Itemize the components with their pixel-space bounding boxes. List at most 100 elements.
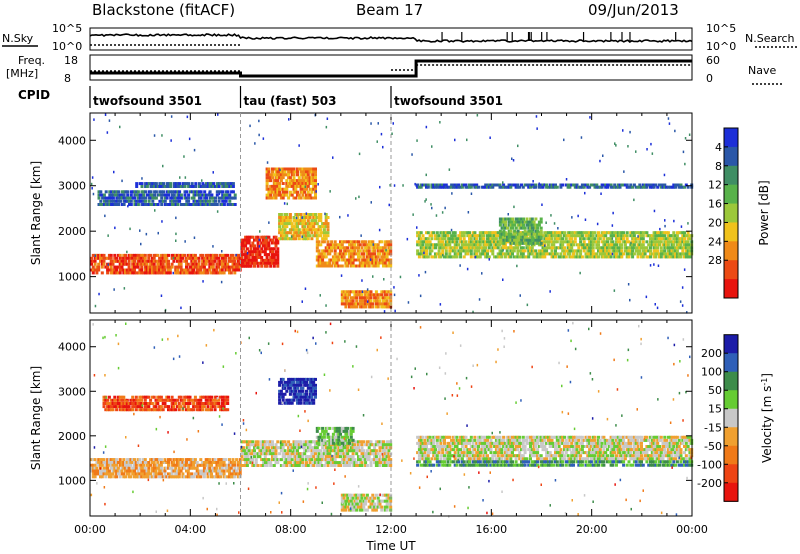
range-gate-cell <box>265 193 269 197</box>
range-gate-cell <box>550 237 554 241</box>
range-gate-cell <box>186 405 190 409</box>
range-gate-cell <box>296 193 299 197</box>
range-gate-cell <box>310 455 314 459</box>
range-gate-cell <box>450 185 454 189</box>
range-gate-cell <box>656 246 660 250</box>
range-gate-cell <box>163 185 167 188</box>
range-gate-cell <box>143 466 147 470</box>
range-gate-cell <box>256 452 260 456</box>
range-gate-cell <box>242 458 246 462</box>
range-gate-cell <box>179 253 183 257</box>
range-gate-cell <box>265 167 269 171</box>
range-gate-cell <box>120 193 124 197</box>
range-gate-cell <box>315 216 319 219</box>
range-gate-cell <box>658 240 661 244</box>
range-gate-cell <box>203 193 207 197</box>
scatter-cell <box>686 311 688 314</box>
range-gate-cell <box>149 182 153 186</box>
range-gate-cell <box>355 461 359 465</box>
range-gate-cell <box>136 193 140 197</box>
range-gate-cell <box>484 243 488 247</box>
range-gate-cell <box>215 463 219 467</box>
range-gate-cell <box>505 185 509 189</box>
range-gate-cell <box>615 246 618 250</box>
range-gate-cell <box>279 443 283 447</box>
range-gate-cell <box>224 182 228 186</box>
scatter-cell <box>249 124 251 128</box>
range-gate-cell <box>321 464 325 467</box>
range-gate-cell <box>131 190 135 194</box>
range-gate-cell <box>210 259 213 263</box>
range-gate-cell <box>179 268 183 272</box>
range-gate-cell <box>276 256 280 259</box>
range-gate-cell <box>344 296 348 300</box>
range-gate-cell <box>545 249 549 253</box>
range-gate-cell <box>120 265 124 269</box>
range-gate-cell <box>342 249 346 253</box>
range-gate-cell <box>115 203 119 206</box>
range-gate-cell <box>220 461 224 464</box>
range-gate-cell <box>269 196 273 200</box>
range-gate-cell <box>570 231 574 235</box>
range-gate-cell <box>201 271 205 275</box>
range-gate-cell <box>188 398 192 402</box>
range-gate-cell <box>513 232 517 236</box>
range-gate-cell <box>229 466 233 470</box>
range-gate-cell <box>670 255 674 259</box>
range-gate-cell <box>168 398 172 402</box>
range-gate-cell <box>245 253 249 257</box>
range-gate-cell <box>115 405 119 409</box>
range-gate-cell <box>548 246 552 250</box>
range-gate-cell <box>192 458 196 462</box>
range-gate-cell <box>245 256 249 259</box>
range-gate-cell <box>170 395 174 399</box>
range-gate-cell <box>525 220 529 224</box>
range-gate-cell <box>215 262 219 266</box>
range-gate-cell <box>124 402 127 405</box>
range-gate-cell <box>446 185 450 189</box>
range-gate-cell <box>362 240 366 244</box>
range-gate-cell <box>163 475 167 479</box>
range-gate-cell <box>564 234 568 238</box>
range-gate-cell <box>588 249 592 253</box>
range-gate-cell <box>111 199 115 203</box>
range-gate-cell <box>127 271 131 275</box>
range-gate-cell <box>631 234 635 238</box>
range-gate-cell <box>532 237 536 241</box>
range-gate-cell <box>138 458 142 462</box>
range-gate-cell <box>143 461 147 464</box>
range-gate-cell <box>315 231 319 235</box>
range-gate-cell <box>144 182 148 186</box>
range-gate-cell <box>367 252 371 256</box>
scatter-cell <box>170 139 172 142</box>
range-gate-cell <box>376 249 380 253</box>
range-gate-cell <box>113 475 117 479</box>
range-gate-cell <box>419 237 423 241</box>
range-gate-cell <box>220 271 224 275</box>
range-gate-cell <box>262 258 265 262</box>
range-gate-cell <box>219 458 222 462</box>
range-gate-cell <box>349 249 353 253</box>
range-gate-cell <box>640 243 643 247</box>
range-gate-cell <box>493 240 497 244</box>
range-gate-cell <box>296 167 299 171</box>
range-gate-cell <box>315 249 319 253</box>
range-gate-cell <box>355 302 359 306</box>
range-gate-cell <box>387 264 391 268</box>
range-gate-cell <box>222 475 226 479</box>
range-gate-cell <box>258 256 262 259</box>
range-gate-cell <box>518 185 522 189</box>
range-gate-cell <box>152 405 156 409</box>
range-gate-cell <box>344 264 348 268</box>
range-gate-cell <box>129 458 133 462</box>
range-gate-cell <box>536 252 540 256</box>
range-gate-cell <box>299 173 303 177</box>
range-gate-cell <box>380 302 384 306</box>
range-gate-cell <box>686 231 690 235</box>
range-gate-cell <box>138 182 142 186</box>
range-gate-cell <box>129 253 133 257</box>
range-gate-cell <box>208 193 212 197</box>
range-gate-cell <box>159 472 163 476</box>
range-gate-cell <box>365 246 369 250</box>
range-gate-cell <box>235 265 239 269</box>
